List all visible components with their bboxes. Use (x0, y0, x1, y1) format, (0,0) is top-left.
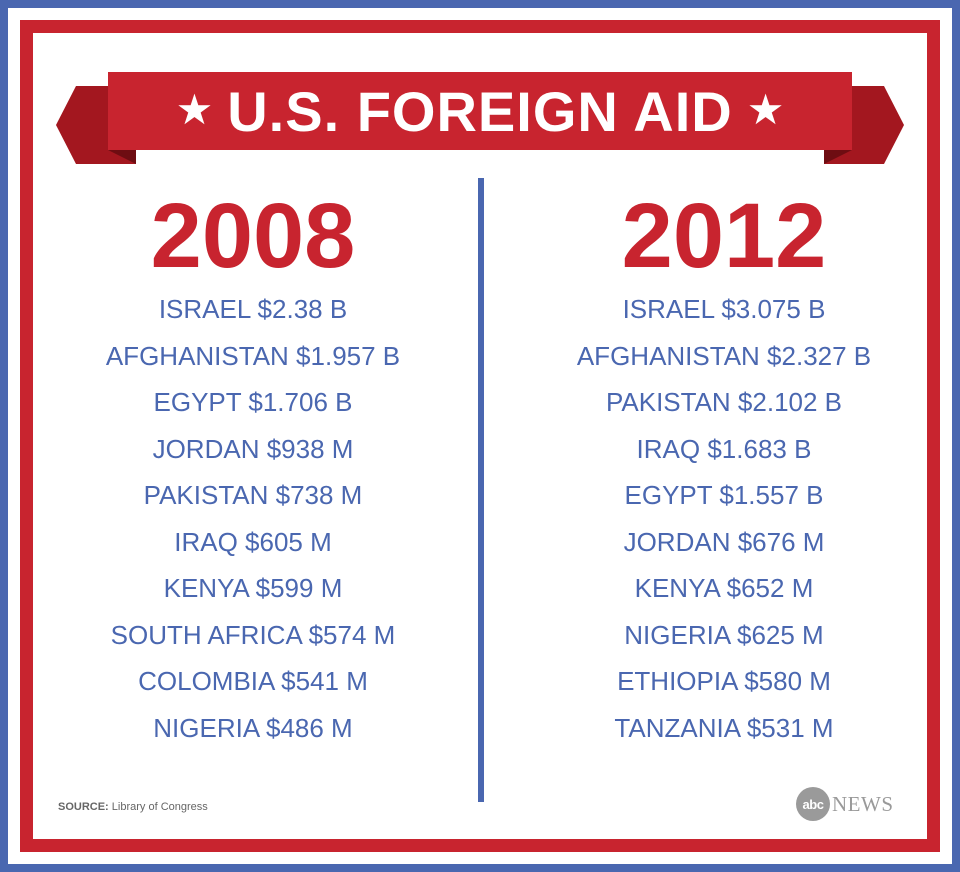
column-divider (478, 178, 484, 802)
source-text: Library of Congress (111, 801, 208, 813)
column-2008: 2008 ISRAEL $2.38 B AFGHANISTAN $1.957 B… (33, 188, 473, 751)
year-heading: 2012 (621, 185, 827, 287)
aid-entry: ETHIOPIA $580 M (617, 666, 831, 696)
aid-entry: COLOMBIA $541 M (138, 666, 368, 696)
title-banner: ★ U.S. FOREIGN AID ★ (108, 72, 852, 150)
abc-logo-icon: abc (796, 787, 830, 821)
aid-entry: KENYA $652 M (634, 573, 814, 603)
aid-entry: IRAQ $1.683 B (636, 433, 812, 464)
aid-entry: JORDAN $676 M (623, 526, 825, 557)
page-title: U.S. FOREIGN AID (227, 79, 733, 143)
aid-entry: EGYPT $1.557 B (624, 480, 824, 510)
source-label: SOURCE: (58, 801, 109, 813)
aid-entry: ISRAEL $2.38 B (158, 294, 348, 324)
source-note: SOURCE: Library of Congress (58, 801, 208, 813)
news-wordmark: NEWS (832, 791, 894, 816)
aid-entry: PAKISTAN $738 M (143, 480, 363, 510)
aid-entry: NIGERIA $486 M (153, 712, 353, 743)
aid-list: ISRAEL $2.38 B AFGHANISTAN $1.957 B EGYP… (33, 286, 473, 751)
aid-entry: EGYPT $1.706 B (153, 387, 353, 417)
aid-entry: AFGHANISTAN $1.957 B (105, 340, 401, 371)
aid-entry: PAKISTAN $2.102 B (605, 387, 843, 417)
aid-entry: ISRAEL $3.075 B (622, 294, 826, 324)
star-icon: ★ (746, 84, 785, 134)
aid-list: ISRAEL $3.075 B AFGHANISTAN $2.327 B PAK… (504, 286, 944, 751)
aid-entry: SOUTH AFRICA $574 M (110, 619, 396, 650)
aid-entry: NIGERIA $625 M (624, 619, 824, 650)
abc-news-logo: abc NEWS (796, 787, 894, 821)
star-icon: ★ (175, 84, 214, 134)
aid-entry: JORDAN $938 M (152, 433, 354, 464)
aid-entry: AFGHANISTAN $2.327 B (576, 340, 872, 371)
aid-entry: TANZANIA $531 M (614, 712, 834, 743)
aid-entry: KENYA $599 M (163, 573, 343, 603)
year-heading: 2008 (150, 185, 356, 287)
column-2012: 2012 ISRAEL $3.075 B AFGHANISTAN $2.327 … (504, 188, 944, 751)
aid-entry: IRAQ $605 M (174, 526, 332, 557)
